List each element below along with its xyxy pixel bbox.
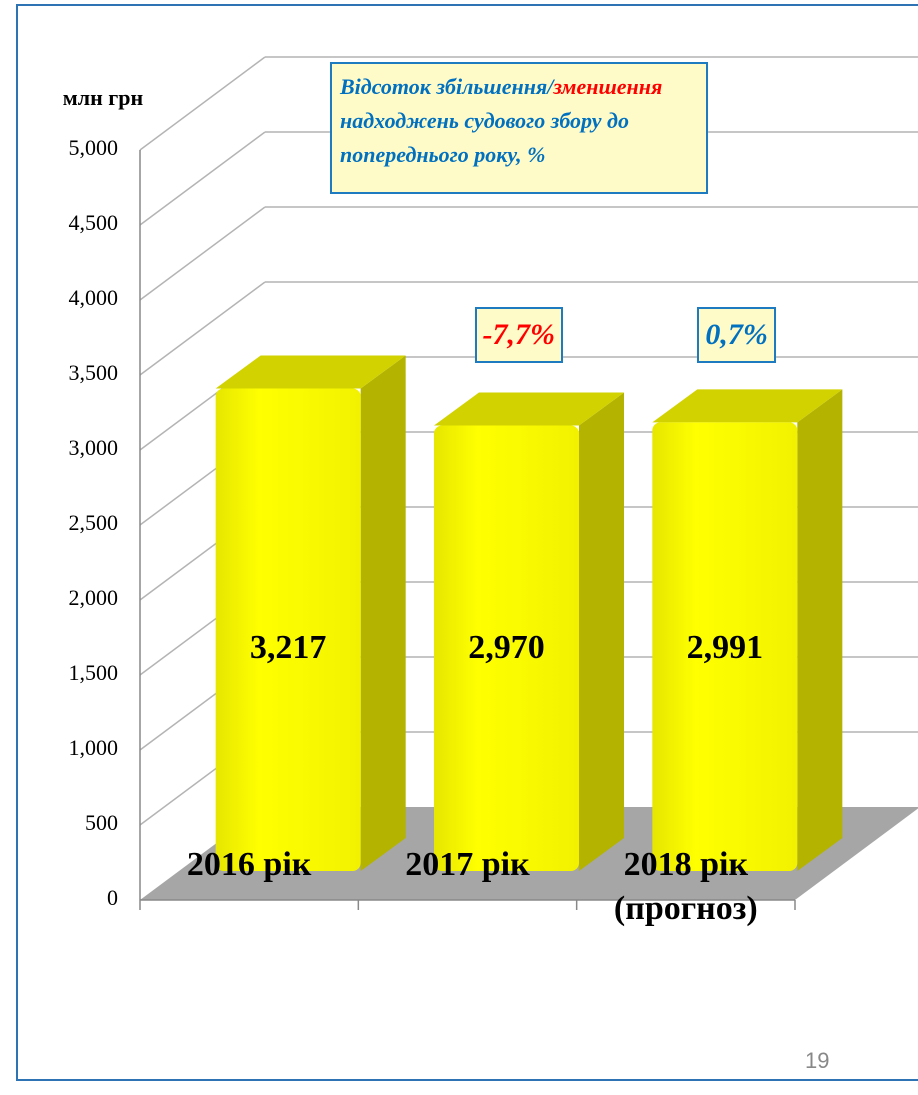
legend-text: Відсоток збільшення/ <box>340 74 554 99</box>
bar <box>215 388 361 871</box>
y-tick-label: 4,000 <box>69 285 119 310</box>
bar <box>652 422 798 871</box>
y-tick-label: 5,000 <box>69 135 119 160</box>
grid-line <box>139 206 266 301</box>
legend-text: надходжень судового збору до попередньог… <box>340 108 629 167</box>
legend-text: зменшення <box>553 74 663 99</box>
grid-line <box>139 56 266 151</box>
axis-label: млн грн <box>63 85 144 110</box>
bar-side <box>579 392 624 871</box>
page-number: 19 <box>805 1048 830 1073</box>
legend-box: Відсоток збільшення/зменшення надходжень… <box>330 62 708 194</box>
bar-side <box>360 355 406 871</box>
y-tick-label: 2,500 <box>69 510 119 535</box>
x-tick-label: 2018 рік (прогноз) <box>613 846 758 927</box>
value-label: 2,970 <box>468 629 545 666</box>
bar-top <box>215 355 406 389</box>
bar-side <box>797 389 843 871</box>
annotation: 0,7% <box>697 307 776 363</box>
y-tick-label: 4,500 <box>69 210 119 235</box>
y-tick-label: 1,500 <box>69 660 119 685</box>
value-label: 2,991 <box>687 629 764 666</box>
frame <box>16 4 918 1081</box>
value-label: 3,217 <box>250 629 327 666</box>
grid-line <box>139 281 266 376</box>
bar <box>434 425 579 871</box>
y-tick-label: 3,000 <box>69 435 119 460</box>
y-tick-label: 2,000 <box>69 585 119 610</box>
bar-top <box>434 392 624 426</box>
x-tick-label: 2016 рік <box>186 846 312 883</box>
annotation: -7,7% <box>474 307 563 363</box>
x-tick-label: 2017 рік <box>405 846 530 883</box>
y-tick-label: 500 <box>85 810 118 835</box>
bar-top <box>652 389 843 423</box>
y-tick-label: 0 <box>107 885 118 910</box>
y-tick-label: 3,500 <box>69 360 119 385</box>
y-tick-label: 1,000 <box>69 735 119 760</box>
grid-line <box>139 131 266 226</box>
